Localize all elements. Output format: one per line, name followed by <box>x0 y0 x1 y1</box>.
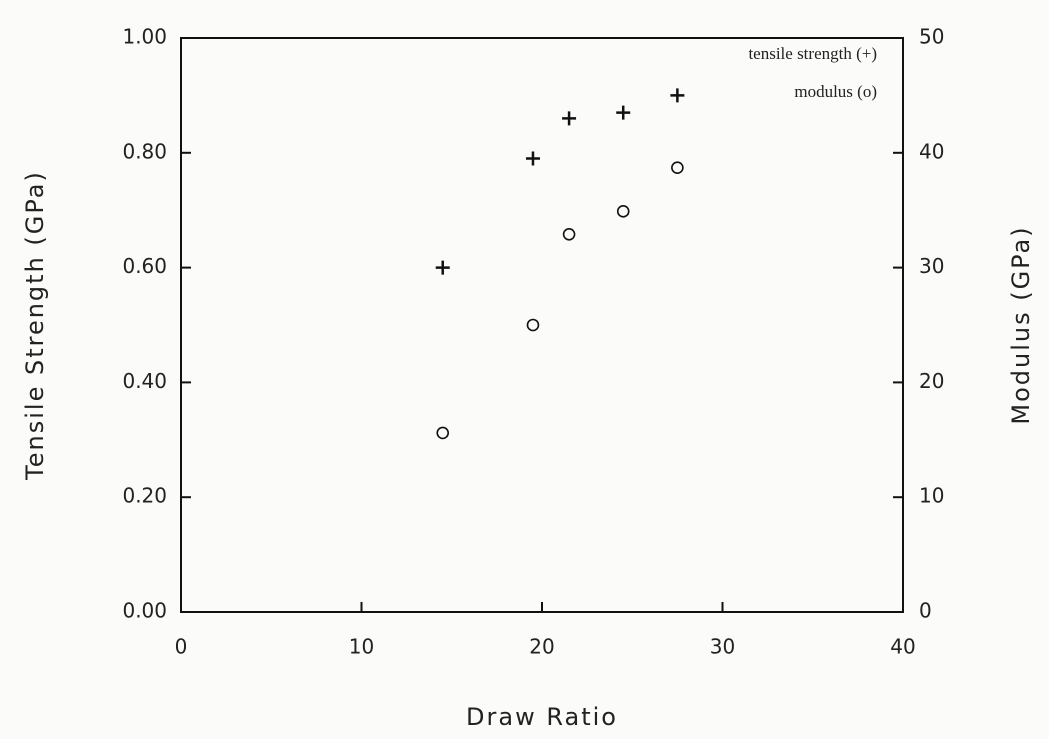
legend-entry: tensile strength (+) <box>748 44 877 63</box>
x-tick-label: 20 <box>529 635 554 659</box>
y2-tick-label: 10 <box>919 484 944 508</box>
circle-point <box>437 427 448 438</box>
y-tick-label: 1.00 <box>122 25 167 49</box>
legend-entry: modulus (o) <box>794 82 877 101</box>
y2-tick-label: 40 <box>919 139 944 163</box>
plus-point <box>562 111 576 125</box>
y-tick-label: 0.80 <box>122 139 167 163</box>
y2-tick-label: 0 <box>919 599 932 623</box>
y2-tick-label: 50 <box>919 25 944 49</box>
plot-frame <box>181 38 903 612</box>
y-axis-title: Tensile Strength (GPa) <box>21 170 49 481</box>
y-tick-label: 0.60 <box>122 254 167 278</box>
x-tick-label: 0 <box>175 635 188 659</box>
x-tick-label: 40 <box>890 635 915 659</box>
x-tick-label: 30 <box>710 635 735 659</box>
plus-point <box>616 106 630 120</box>
circle-point <box>564 229 575 240</box>
y2-tick-label: 20 <box>919 369 944 393</box>
plus-point <box>526 152 540 166</box>
circle-point <box>672 162 683 173</box>
y2-axis-title: Modulus (GPa) <box>1007 225 1035 424</box>
plus-point <box>670 88 684 102</box>
x-axis-title: Draw Ratio <box>466 703 618 731</box>
y-tick-label: 0.00 <box>122 599 167 623</box>
chart: Draw Ratio Tensile Strength (GPa) Modulu… <box>0 0 1049 735</box>
circle-point <box>527 320 538 331</box>
y-tick-label: 0.40 <box>122 369 167 393</box>
x-tick-label: 10 <box>349 635 374 659</box>
y2-tick-label: 30 <box>919 254 944 278</box>
y-tick-label: 0.20 <box>122 484 167 508</box>
plus-point <box>436 261 450 275</box>
circle-point <box>618 206 629 217</box>
